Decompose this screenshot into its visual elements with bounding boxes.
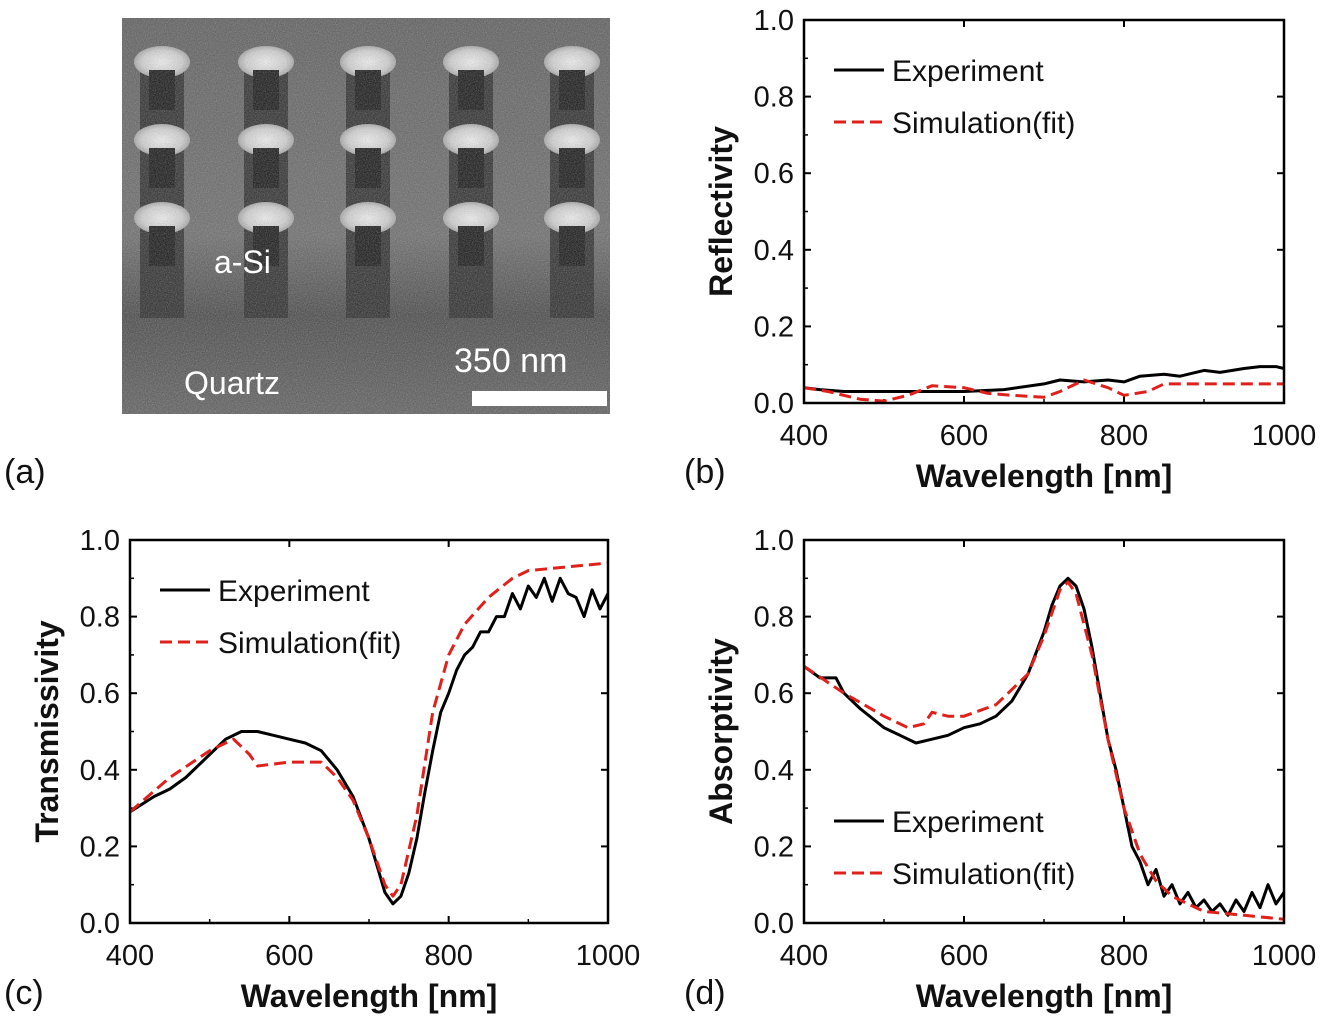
series-line-simulation	[130, 561, 608, 898]
y-tick-label: 1.0	[754, 525, 794, 557]
series-line-simulation	[804, 580, 1284, 921]
y-tick-label: 1.0	[80, 525, 120, 557]
y-tick-label: 0.8	[80, 602, 120, 634]
y-tick-label: 1.0	[754, 5, 794, 37]
x-tick-label: 800	[424, 940, 472, 972]
x-tick-label: 400	[780, 940, 828, 972]
scale-bar-label: 350 nm	[454, 342, 567, 380]
series-line-experiment	[130, 576, 608, 906]
y-tick-label: 0.4	[754, 235, 794, 267]
plot-frame	[802, 18, 1286, 405]
plot-area	[804, 576, 1284, 921]
y-tick-label: 0.8	[754, 82, 794, 114]
x-tick-label: 1000	[1252, 940, 1317, 972]
panel-label-b: (b)	[684, 453, 726, 491]
x-axis-label: Wavelength [nm]	[916, 458, 1173, 494]
x-tick-label: 600	[265, 940, 313, 972]
legend-label-experiment: Experiment	[892, 806, 1044, 839]
chart-reflectivity: 400 600 800 1000 0.0 0.2 0.4 0.6 0.8 1.0 Wavelengt…	[703, 5, 1317, 494]
y-axis-label: Reflectivity	[703, 126, 739, 297]
x-tick-label: 400	[106, 940, 154, 972]
legend-label-simulation: Simulation(fit)	[892, 107, 1075, 140]
legend-label-experiment: Experiment	[218, 575, 370, 608]
y-tick-label: 0.6	[754, 158, 794, 190]
sem-image: a-Si Quartz 350 nm	[122, 18, 610, 414]
sem-micrograph: a-Si Quartz 350 nm	[122, 18, 610, 414]
legend-label-simulation: Simulation(fit)	[218, 627, 401, 660]
series-line-experiment	[804, 576, 1284, 917]
x-tick-label: 400	[780, 420, 828, 452]
y-tick-label: 0.8	[754, 602, 794, 634]
plot-frame	[802, 538, 1286, 925]
chart-absorptivity: 400 600 800 1000 0.0 0.2 0.4 0.6 0.8 1.0 Wavelengt…	[703, 525, 1317, 1014]
x-tick-label: 1000	[1252, 420, 1317, 452]
panel-label-c: (c)	[4, 974, 44, 1012]
series-line-experiment	[804, 365, 1284, 393]
y-axis-label: Absorptivity	[703, 638, 739, 825]
plot-frame	[128, 538, 610, 925]
x-tick-label: 800	[1100, 420, 1148, 452]
y-tick-label: 0.4	[80, 755, 120, 787]
x-tick-label: 600	[940, 420, 988, 452]
y-tick-label: 0.6	[754, 678, 794, 710]
y-tick-label: 0.2	[754, 311, 794, 343]
x-tick-label: 800	[1100, 940, 1148, 972]
chart-transmissivity: 400 600 800 1000 0.0 0.2 0.4 0.6 0.8 1.0 Wavelengt…	[29, 525, 641, 1014]
y-tick-label: 0.0	[754, 908, 794, 940]
x-tick-label: 600	[940, 940, 988, 972]
x-tick-label: 1000	[576, 940, 641, 972]
legend-label-simulation: Simulation(fit)	[892, 858, 1075, 891]
y-tick-label: 0.0	[754, 388, 794, 420]
y-tick-label: 0.2	[754, 831, 794, 863]
plot-area	[804, 365, 1284, 403]
x-axis-label: Wavelength [nm]	[916, 978, 1173, 1014]
sem-label-asi: a-Si	[214, 244, 271, 280]
y-tick-label: 0.0	[80, 908, 120, 940]
scale-bar	[472, 391, 607, 406]
y-tick-label: 0.2	[80, 831, 120, 863]
y-axis-label: Transmissivity	[29, 620, 65, 843]
y-tick-label: 0.6	[80, 678, 120, 710]
panel-label-a: (a)	[4, 453, 46, 491]
plot-area	[130, 561, 608, 906]
legend-label-experiment: Experiment	[892, 55, 1044, 88]
sem-label-quartz: Quartz	[184, 365, 280, 401]
y-tick-label: 0.4	[754, 755, 794, 787]
panel-label-d: (d)	[684, 974, 726, 1012]
series-line-simulation	[804, 378, 1284, 403]
x-axis-label: Wavelength [nm]	[241, 978, 498, 1014]
